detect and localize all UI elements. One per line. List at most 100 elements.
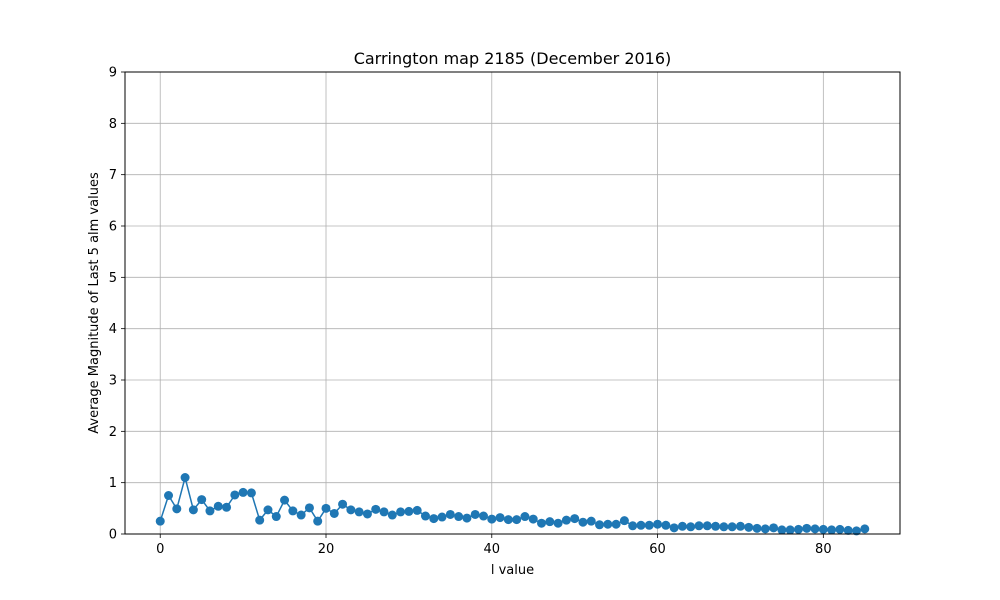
data-point [487, 514, 497, 524]
data-point [354, 507, 364, 517]
data-point [810, 524, 820, 534]
data-point [785, 525, 795, 535]
data-point [478, 511, 488, 521]
data-point [628, 521, 638, 531]
data-point [503, 515, 513, 525]
data-point [445, 509, 455, 519]
data-point [851, 526, 861, 536]
y-tick-label: 3 [109, 374, 117, 389]
data-point [404, 506, 414, 516]
data-point [702, 521, 712, 531]
y-tick-label: 7 [109, 168, 117, 183]
data-point [205, 506, 215, 516]
data-point [677, 521, 687, 531]
data-point [346, 505, 356, 515]
x-gridlines [159, 72, 824, 534]
data-point [611, 519, 621, 529]
data-point [777, 525, 787, 535]
x-tick-label: 40 [484, 542, 501, 557]
data-point [470, 509, 480, 519]
data-point [661, 520, 671, 530]
x-axis-ticks: 0 20 40 60 80 [156, 534, 832, 557]
data-point [793, 524, 803, 534]
data-point [669, 523, 679, 533]
data-point [420, 511, 430, 521]
data-point [180, 473, 190, 483]
data-point [371, 504, 381, 514]
data-point [387, 510, 397, 520]
y-tick-label: 0 [109, 528, 117, 543]
data-point [304, 503, 314, 513]
data-point [835, 524, 845, 534]
plot-area [125, 72, 900, 534]
plot-frame [124, 71, 901, 535]
data-point [744, 522, 754, 532]
data-point [313, 516, 323, 526]
data-point [246, 488, 256, 498]
data-point [553, 518, 563, 528]
data-point [752, 523, 762, 533]
data-point [213, 501, 223, 511]
data-point [454, 512, 464, 522]
data-point [528, 514, 538, 524]
y-tick-label: 5 [109, 271, 117, 286]
data-point [586, 516, 596, 526]
data-point [802, 523, 812, 533]
x-tick-label: 0 [156, 542, 164, 557]
data-point [222, 502, 232, 512]
data-point [603, 519, 613, 529]
data-point [760, 524, 770, 534]
x-axis-label: l value [491, 563, 534, 578]
y-axis-label: Average Magnitude of Last 5 alm values [87, 172, 102, 434]
data-point [711, 521, 721, 531]
data-point [727, 522, 737, 532]
data-point [619, 516, 629, 526]
data-point [818, 524, 828, 534]
data-point [495, 513, 505, 523]
data-point [735, 521, 745, 531]
data-point [280, 495, 290, 505]
data-point [188, 505, 198, 515]
data-point [462, 513, 472, 523]
data-point [570, 514, 580, 524]
data-point [172, 504, 182, 514]
data-point [537, 518, 547, 528]
data-point [263, 505, 273, 515]
data-point [843, 525, 853, 535]
data-point [338, 499, 348, 509]
data-point [329, 508, 339, 518]
data-point [512, 515, 522, 525]
data-point [379, 507, 389, 517]
data-point [827, 525, 837, 535]
data-point [636, 520, 646, 530]
data-point [561, 515, 571, 525]
data-point [296, 510, 306, 520]
data-point [429, 514, 439, 524]
chart-title: Carrington map 2185 (December 2016) [354, 49, 672, 68]
x-tick-label: 20 [318, 542, 335, 557]
data-point [155, 516, 165, 526]
data-point [644, 520, 654, 530]
data-point [288, 506, 298, 516]
data-point [653, 519, 663, 529]
y-tick-label: 4 [109, 322, 117, 337]
y-tick-label: 6 [109, 220, 117, 235]
x-tick-label: 80 [815, 542, 832, 557]
data-point [255, 515, 265, 525]
data-point [230, 490, 240, 500]
y-axis-ticks: 0 1 2 3 4 5 6 7 8 9 [109, 66, 125, 543]
data-point [271, 512, 281, 522]
data-point [719, 522, 729, 532]
data-point [412, 505, 422, 515]
y-tick-label: 2 [109, 425, 117, 440]
data-point [595, 520, 605, 530]
data-point [164, 491, 174, 500]
data-point [520, 512, 530, 522]
x-tick-label: 60 [649, 542, 666, 557]
data-point [578, 517, 588, 527]
data-point [238, 487, 248, 497]
y-tick-label: 8 [109, 117, 117, 132]
data-point [686, 522, 696, 532]
